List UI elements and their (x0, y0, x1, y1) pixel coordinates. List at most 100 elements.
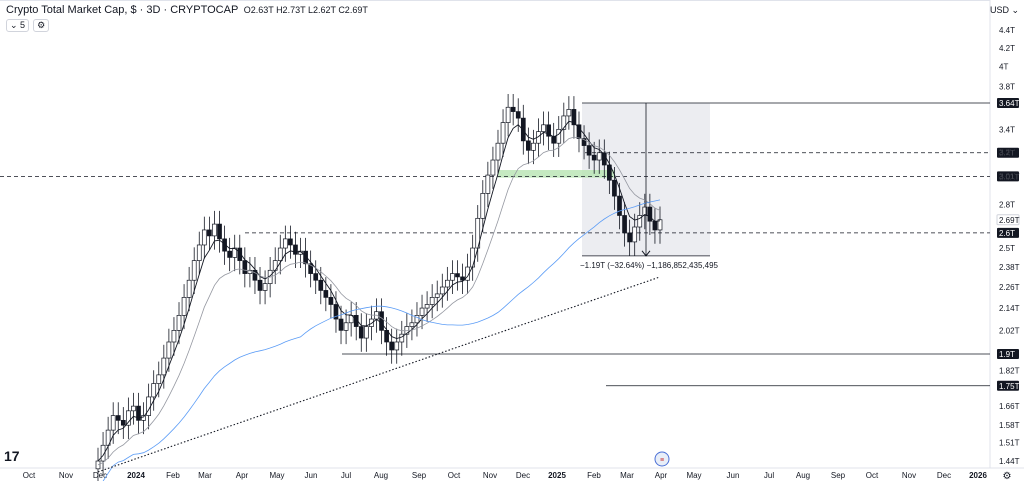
y-tick-label: 2.14T (999, 304, 1020, 313)
level-tag-label: 1.75T (999, 382, 1020, 391)
candle-body (293, 244, 298, 255)
event-flag-label: ≡ (660, 457, 664, 464)
chart-toolbar: ⌄ 5 ⚙ (6, 19, 50, 32)
chart-header: Crypto Total Market Cap, $ · 3D · CRYPTO… (6, 4, 368, 16)
currency-selector[interactable]: USD ⌄ (990, 5, 1020, 15)
candle-body (242, 260, 248, 274)
candle-body (156, 374, 162, 384)
indicator-settings-icon[interactable]: ⚙ (33, 19, 50, 32)
x-tick-label: 2025 (548, 471, 566, 480)
symbol-title[interactable]: Crypto Total Market Cap, $ · 3D · CRYPTO… (6, 4, 239, 16)
x-tick-label: Nov (59, 471, 73, 480)
candle-body (257, 279, 263, 291)
ohlc-readout: O2.63T H2.73T L2.62T C2.69T (241, 5, 368, 15)
y-tick-label: 2.8T (999, 200, 1015, 209)
candle-body (531, 142, 536, 151)
x-tick-label: Nov (902, 471, 916, 480)
candle-body (500, 122, 506, 144)
x-tick-label: Apr (236, 471, 249, 480)
y-tick-label: 1.58T (999, 421, 1020, 430)
candle-body (176, 315, 182, 331)
candle-body (191, 260, 197, 281)
y-tick-label: 3.8T (999, 82, 1015, 91)
close-value: C2.69T (338, 5, 368, 15)
candle-body (212, 223, 217, 237)
x-tick-label: 2026 (969, 471, 987, 480)
level-tag-label: 1.9T (999, 350, 1015, 359)
candle-body (617, 195, 622, 216)
level-tag-label: 3.2T (999, 149, 1015, 158)
candle-body (151, 383, 157, 398)
x-tick-label: Dec (516, 471, 530, 480)
candle-body (110, 415, 116, 431)
x-tick-label: Mar (620, 471, 634, 480)
candle-body (586, 145, 592, 156)
ema-short-line (97, 120, 661, 462)
candle-body (252, 269, 258, 281)
x-tick-label: Oct (866, 471, 879, 480)
candle-body (379, 311, 384, 331)
low-value: L2.62T (307, 5, 336, 15)
candle-body (358, 326, 364, 339)
candle-body (465, 266, 470, 281)
candle-body (546, 124, 551, 137)
level-tag (997, 98, 1019, 108)
candle-body (146, 396, 151, 416)
candle-body (526, 140, 531, 151)
candle-body (333, 304, 339, 320)
candle-body (399, 333, 405, 343)
candle-body (515, 111, 521, 119)
x-tick-label: Jul (764, 471, 774, 480)
high-value: H2.73T (276, 5, 306, 15)
candle-body (131, 405, 136, 412)
axis-settings-icon: ⚙ (1003, 471, 1012, 481)
y-tick-label: 3.01T (999, 172, 1020, 181)
x-tick-label: 2024 (127, 471, 145, 480)
measure-label: −1.19T (−32.64%) −1,186,852,435,495 (580, 261, 719, 270)
dotted-ma-line (97, 276, 661, 473)
x-tick-label: Oct (23, 471, 36, 480)
candle-body (434, 293, 440, 298)
y-tick-label: 2.26T (999, 283, 1020, 292)
level-tag-label: 3.64T (999, 99, 1020, 108)
candle-body (171, 330, 177, 343)
x-tick-label: Dec (937, 471, 951, 480)
x-tick-label: Apr (655, 471, 668, 480)
candle-body (181, 297, 187, 316)
y-tick-label: 2.5T (999, 244, 1015, 253)
candle-body (207, 229, 212, 237)
candle-body (419, 307, 425, 316)
y-tick-label: 4T (999, 63, 1008, 72)
level-tag (997, 349, 1019, 359)
candle-body (237, 247, 243, 261)
candle-body (551, 135, 557, 144)
candle-body (227, 250, 232, 258)
candle-body (561, 115, 567, 130)
candle-body (632, 226, 638, 243)
candle-body (576, 124, 582, 139)
candle-body (505, 106, 511, 123)
candle-body (657, 219, 663, 231)
candle-body (277, 247, 283, 261)
candle-body (126, 410, 131, 426)
support-zone (498, 170, 615, 178)
candle-body (120, 419, 126, 426)
level-tag-label: 2.6T (999, 229, 1015, 238)
collapse-chevron-icon[interactable]: ⌄ 5 (6, 19, 30, 32)
y-tick-label: 3.2T (999, 149, 1015, 158)
candle-body (161, 357, 167, 376)
candle-body (343, 322, 349, 331)
level-tag (996, 214, 1020, 226)
y-tick-label: 4.4T (999, 26, 1015, 35)
x-tick-label: Jul (341, 471, 351, 480)
candle-body (414, 315, 420, 324)
candle-body (581, 138, 587, 146)
tradingview-logo: 17 (4, 448, 20, 464)
candle-body (298, 250, 303, 255)
x-tick-label: Oct (448, 471, 461, 480)
candle-body (627, 232, 632, 243)
candle-body (369, 318, 374, 327)
event-flag-icon (654, 451, 670, 467)
level-tag-label: 3.01T (999, 172, 1020, 181)
